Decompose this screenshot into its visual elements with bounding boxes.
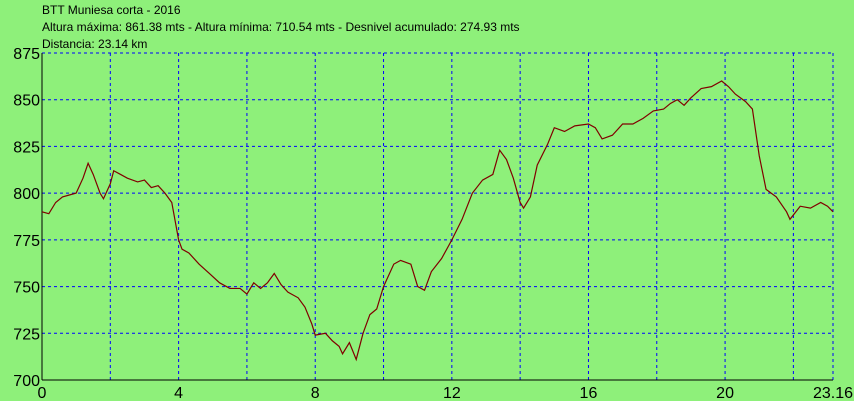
y-tick-label: 850	[13, 93, 40, 110]
elevation-line	[41, 80, 834, 362]
x-tick-label: 12	[443, 385, 461, 401]
y-tick-label: 800	[13, 186, 40, 203]
y-tick-label: 775	[13, 233, 40, 250]
annotation: Distancia: 23.14 km	[42, 37, 147, 51]
x-tick-label: 23.16	[813, 385, 853, 401]
y-tick-label: 825	[13, 139, 40, 156]
x-tick-label: 8	[311, 385, 320, 401]
y-tick-label: 725	[13, 326, 40, 343]
x-tick-label: 4	[174, 385, 183, 401]
chart-subtitle: Altura máxima: 861.38 mts - Altura mínim…	[42, 20, 520, 34]
chart-title: BTT Muniesa corta - 2016	[42, 3, 181, 17]
x-tick-label: 16	[580, 385, 598, 401]
y-tick-label: 875	[13, 46, 40, 63]
x-tick-label: 20	[716, 385, 734, 401]
y-tick-label: 750	[13, 280, 40, 297]
x-tick-label: 0	[38, 385, 47, 401]
y-tick-label: 700	[13, 373, 40, 390]
